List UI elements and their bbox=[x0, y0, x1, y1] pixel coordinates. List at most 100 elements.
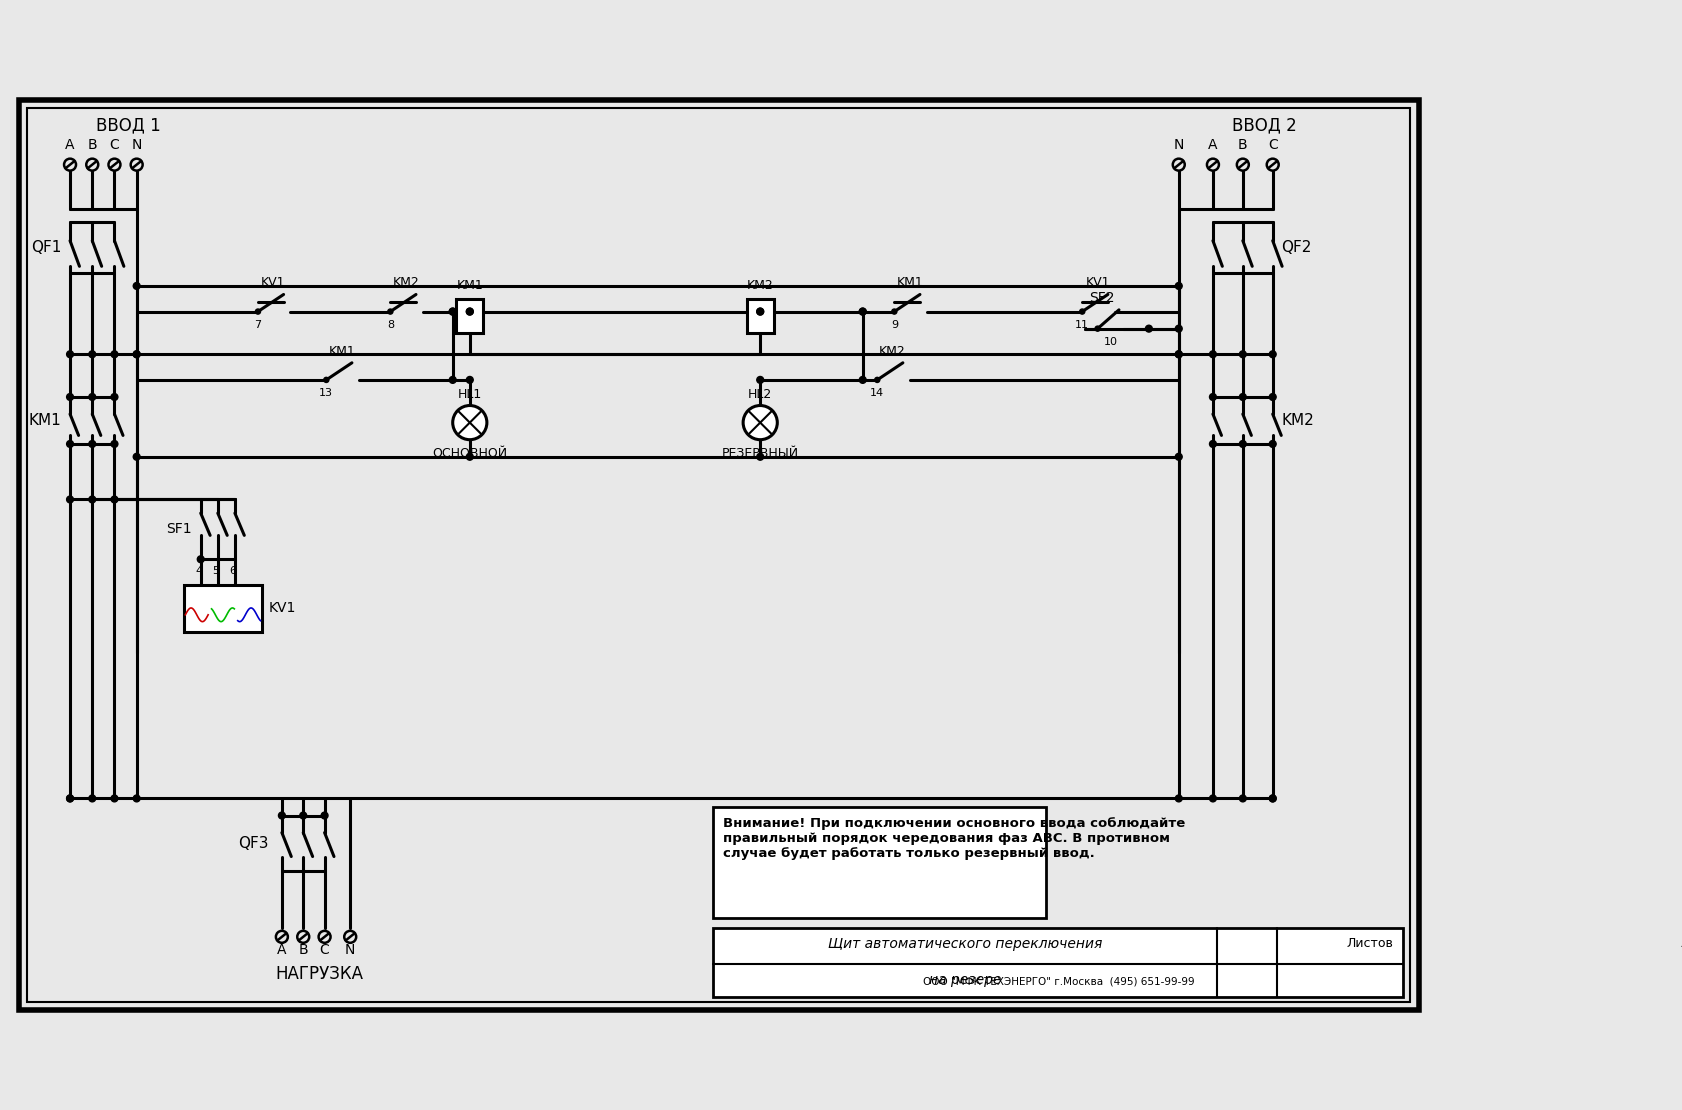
Text: KV1: KV1 bbox=[1085, 276, 1108, 290]
Text: 10: 10 bbox=[1103, 337, 1117, 347]
Text: 5: 5 bbox=[212, 566, 219, 576]
Circle shape bbox=[1209, 441, 1216, 447]
Circle shape bbox=[67, 795, 74, 801]
Circle shape bbox=[67, 351, 74, 357]
Text: A: A bbox=[66, 138, 74, 152]
Circle shape bbox=[256, 309, 261, 314]
Circle shape bbox=[1174, 453, 1181, 461]
Circle shape bbox=[466, 376, 473, 383]
Circle shape bbox=[89, 441, 96, 447]
Text: ООО "МФК ТЕХЭНЕРГО" г.Москва  (495) 651-99-99: ООО "МФК ТЕХЭНЕРГО" г.Москва (495) 651-9… bbox=[922, 976, 1194, 986]
Circle shape bbox=[67, 496, 74, 503]
Text: B: B bbox=[87, 138, 98, 152]
Circle shape bbox=[860, 376, 866, 383]
Text: 4: 4 bbox=[195, 566, 202, 576]
Text: A: A bbox=[278, 944, 286, 958]
Circle shape bbox=[449, 376, 456, 383]
Text: B: B bbox=[1238, 138, 1246, 152]
Bar bbox=[713, 807, 1046, 918]
Circle shape bbox=[1209, 351, 1216, 357]
Text: C: C bbox=[109, 138, 119, 152]
Text: 6: 6 bbox=[229, 566, 237, 576]
Text: 14: 14 bbox=[870, 388, 883, 398]
Circle shape bbox=[111, 351, 118, 357]
Circle shape bbox=[466, 309, 473, 315]
Circle shape bbox=[133, 283, 140, 290]
Bar bbox=[183, 585, 262, 632]
Circle shape bbox=[1268, 394, 1275, 401]
Text: A: A bbox=[1208, 138, 1218, 152]
Text: C: C bbox=[1267, 138, 1277, 152]
Text: SF1: SF1 bbox=[167, 523, 192, 536]
Circle shape bbox=[111, 441, 118, 447]
Circle shape bbox=[1238, 795, 1245, 801]
Circle shape bbox=[1268, 441, 1275, 447]
Circle shape bbox=[860, 309, 866, 315]
Text: KM2: KM2 bbox=[1280, 413, 1314, 428]
Circle shape bbox=[757, 453, 764, 461]
Bar bbox=[747, 299, 774, 333]
Text: HL1: HL1 bbox=[458, 388, 481, 401]
Circle shape bbox=[321, 813, 328, 819]
Circle shape bbox=[133, 453, 140, 461]
Circle shape bbox=[466, 309, 473, 315]
Circle shape bbox=[1209, 394, 1216, 401]
Text: ВВОД 2: ВВОД 2 bbox=[1231, 117, 1295, 134]
Circle shape bbox=[875, 377, 880, 383]
Text: 11: 11 bbox=[1075, 320, 1088, 330]
Circle shape bbox=[1174, 795, 1181, 801]
Text: 7: 7 bbox=[254, 320, 261, 330]
Text: HL2: HL2 bbox=[747, 388, 772, 401]
Circle shape bbox=[1174, 351, 1181, 357]
Text: ОСНОВНОЙ: ОСНОВНОЙ bbox=[432, 446, 506, 460]
Text: KM2: KM2 bbox=[747, 279, 774, 292]
Circle shape bbox=[111, 496, 118, 503]
Text: N: N bbox=[131, 138, 141, 152]
Circle shape bbox=[67, 795, 74, 801]
Text: B: B bbox=[298, 944, 308, 958]
Circle shape bbox=[133, 351, 140, 357]
Circle shape bbox=[1145, 325, 1152, 332]
Circle shape bbox=[111, 394, 118, 401]
Text: Внимание! При подключении основного ввода соблюдайте
правильный порядок чередова: Внимание! При подключении основного ввод… bbox=[723, 817, 1186, 860]
Text: N: N bbox=[1172, 138, 1182, 152]
Text: KM1: KM1 bbox=[897, 276, 922, 290]
Text: KV1: KV1 bbox=[269, 602, 296, 615]
Text: Листов: Листов bbox=[1346, 937, 1393, 950]
Text: A: A bbox=[193, 588, 200, 598]
Text: НАГРУЗКА: НАГРУЗКА bbox=[276, 965, 363, 982]
Circle shape bbox=[278, 813, 286, 819]
Circle shape bbox=[299, 813, 306, 819]
Circle shape bbox=[860, 309, 866, 315]
Circle shape bbox=[67, 394, 74, 401]
Text: Лист: Лист bbox=[1680, 937, 1682, 950]
Text: B: B bbox=[219, 588, 227, 598]
Circle shape bbox=[743, 405, 777, 440]
Circle shape bbox=[1080, 309, 1085, 314]
Text: KM1: KM1 bbox=[456, 279, 483, 292]
Circle shape bbox=[1268, 795, 1275, 801]
Circle shape bbox=[67, 441, 74, 447]
Text: Щит автоматического переключения: Щит автоматического переключения bbox=[828, 937, 1102, 950]
Circle shape bbox=[89, 795, 96, 801]
Text: SF2: SF2 bbox=[1088, 291, 1113, 305]
Circle shape bbox=[111, 795, 118, 801]
Circle shape bbox=[1238, 394, 1245, 401]
Circle shape bbox=[89, 496, 96, 503]
Circle shape bbox=[1209, 795, 1216, 801]
Circle shape bbox=[757, 309, 764, 315]
Text: ВВОД 1: ВВОД 1 bbox=[96, 117, 160, 134]
Circle shape bbox=[757, 309, 764, 315]
Bar bbox=[456, 299, 483, 333]
Text: 9: 9 bbox=[890, 320, 898, 330]
Circle shape bbox=[757, 376, 764, 383]
Circle shape bbox=[197, 556, 204, 563]
Text: РЕЗЕРВНЫЙ: РЕЗЕРВНЫЙ bbox=[722, 446, 799, 460]
Text: QF3: QF3 bbox=[239, 836, 269, 850]
Text: C: C bbox=[320, 944, 330, 958]
Circle shape bbox=[387, 309, 392, 314]
Circle shape bbox=[1174, 325, 1181, 332]
Circle shape bbox=[1238, 351, 1245, 357]
Circle shape bbox=[452, 405, 486, 440]
Bar bbox=[713, 928, 1403, 997]
